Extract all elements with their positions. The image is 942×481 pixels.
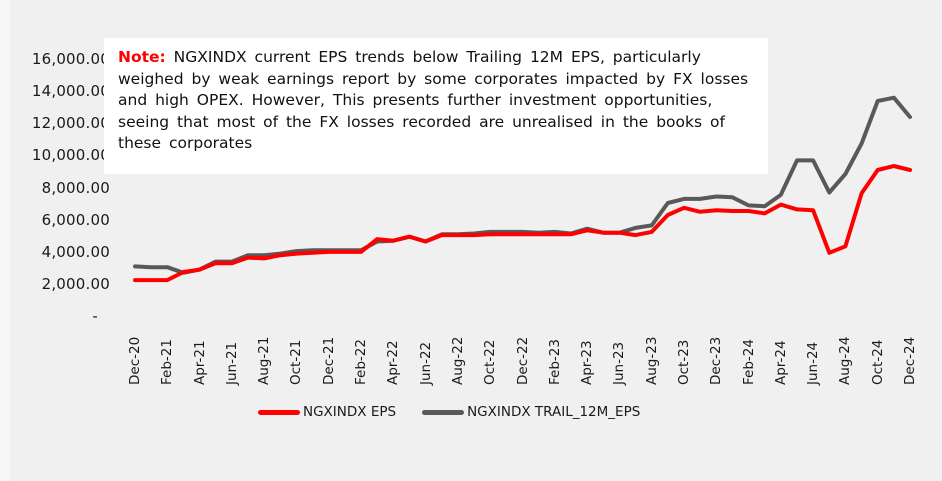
y-tick-label: 4,000.00 bbox=[41, 242, 110, 261]
note-label: Note: bbox=[118, 48, 166, 66]
legend-swatch-trail bbox=[422, 409, 465, 415]
x-tick-label: Aug-21 bbox=[256, 336, 273, 385]
note-text: NGXINDX current EPS trends below Trailin… bbox=[118, 48, 749, 152]
x-tick-label: Jun-24 bbox=[805, 341, 822, 385]
x-tick-label: Feb-22 bbox=[353, 339, 370, 385]
legend: NGXINDX EPS NGXINDX TRAIL_12M_EPS bbox=[258, 404, 666, 420]
x-tick-label: Aug-24 bbox=[837, 336, 854, 385]
y-tick-label: 6,000.00 bbox=[41, 210, 110, 229]
trail-12m-eps-line bbox=[133, 95, 912, 275]
x-tick-label: Jun-23 bbox=[611, 341, 628, 385]
x-tick-label: Oct-21 bbox=[288, 339, 305, 385]
x-tick-label: Aug-22 bbox=[449, 336, 466, 385]
x-tick-label: Dec-22 bbox=[514, 336, 531, 385]
x-tick-label: Aug-23 bbox=[643, 336, 660, 385]
x-tick-label: Dec-24 bbox=[902, 336, 918, 385]
x-tick-label: Dec-20 bbox=[127, 336, 143, 385]
x-tick-label: Apr-22 bbox=[385, 340, 402, 385]
legend-item-trail: NGXINDX TRAIL_12M_EPS bbox=[422, 404, 640, 420]
x-tick-label: Jun-22 bbox=[417, 341, 434, 385]
y-tick-label: 8,000.00 bbox=[41, 178, 110, 197]
x-tick-label: Apr-23 bbox=[579, 340, 596, 385]
y-tick-label: 16,000.00 bbox=[31, 50, 110, 68]
y-tick-label: 12,000.00 bbox=[31, 114, 110, 133]
legend-swatch-eps bbox=[258, 409, 300, 415]
note-annotation: Note: NGXINDX current EPS trends below T… bbox=[104, 38, 768, 174]
x-tick-label: Apr-21 bbox=[191, 340, 208, 385]
y-tick-label: 10,000.00 bbox=[31, 146, 110, 165]
legend-label-eps: NGXINDX EPS bbox=[303, 404, 397, 420]
x-tick-label: Dec-23 bbox=[708, 336, 725, 385]
x-tick-label: Feb-24 bbox=[740, 339, 757, 385]
x-tick-label: Oct-23 bbox=[675, 339, 692, 385]
x-tick-label: Feb-23 bbox=[546, 339, 563, 385]
x-tick-label: Oct-22 bbox=[482, 339, 499, 385]
legend-item-eps: NGXINDX EPS bbox=[258, 404, 396, 420]
y-tick-label: - bbox=[92, 307, 98, 325]
x-tick-label: Jun-21 bbox=[223, 341, 240, 385]
x-tick-label: Oct-24 bbox=[869, 339, 886, 385]
x-tick-label: Feb-21 bbox=[159, 339, 176, 385]
x-tick-label: Apr-24 bbox=[772, 340, 789, 385]
eps-line bbox=[133, 164, 912, 283]
x-tick-label: Dec-21 bbox=[320, 336, 337, 385]
y-tick-label: 14,000.00 bbox=[31, 82, 110, 101]
legend-label-trail: NGXINDX TRAIL_12M_EPS bbox=[467, 404, 641, 420]
y-tick-label: 2,000.00 bbox=[41, 274, 110, 293]
